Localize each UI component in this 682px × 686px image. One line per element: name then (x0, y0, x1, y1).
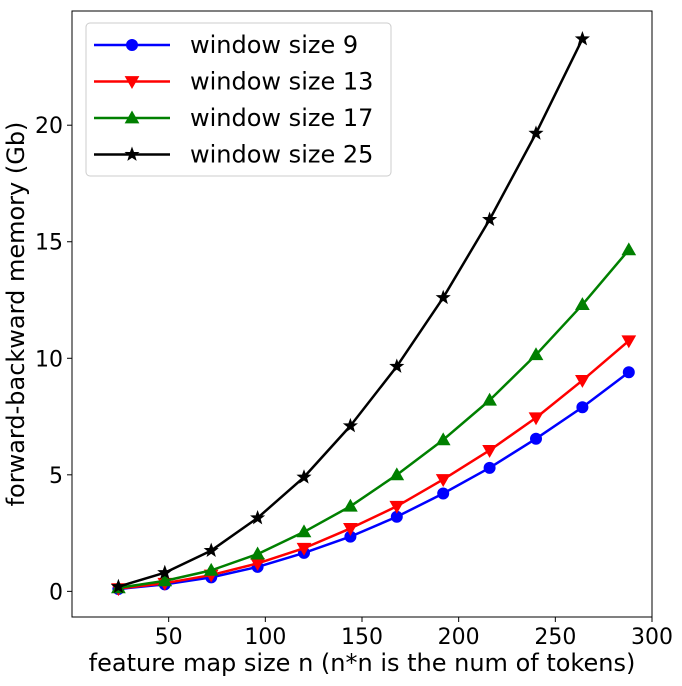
legend-item: window size 13 (94, 68, 373, 96)
data-point (389, 467, 405, 481)
y-tick-label: 0 (49, 580, 63, 605)
legend-label: window size 25 (190, 141, 373, 169)
legend-item: window size 9 (94, 31, 358, 59)
series-window-size-25 (110, 31, 590, 594)
data-point (435, 289, 451, 305)
data-point (530, 432, 542, 445)
data-point (621, 335, 637, 349)
legend-item: window size 17 (94, 104, 373, 132)
legend-item: window size 25 (94, 141, 373, 169)
x-tick-label: 50 (155, 625, 183, 650)
data-point (343, 498, 358, 512)
data-point (342, 417, 358, 433)
legend-label: window size 13 (190, 68, 373, 96)
data-point (621, 242, 637, 256)
data-point (203, 562, 219, 576)
data-point (250, 546, 265, 560)
data-point (296, 542, 312, 556)
data-point (389, 500, 405, 514)
data-point (482, 211, 498, 227)
x-tick-label: 200 (438, 625, 480, 650)
data-point (157, 564, 173, 580)
data-point (437, 487, 450, 500)
data-point (343, 523, 358, 536)
data-point (483, 461, 496, 474)
data-point (435, 432, 451, 446)
data-point (296, 469, 312, 484)
data-point (435, 474, 451, 487)
data-point (575, 297, 590, 311)
x-axis-label: feature map size n (n*n is the num of to… (89, 649, 636, 677)
x-tick-label: 100 (244, 625, 286, 650)
x-tick-label: 150 (341, 625, 383, 650)
ticks-layer: 50 100 150 200 250 300 0 5 10 15 20 (35, 114, 673, 650)
series-line (118, 249, 630, 590)
y-tick-label: 15 (35, 231, 63, 256)
legend-marker (126, 39, 138, 51)
data-point (110, 578, 126, 594)
legend-marker (124, 146, 140, 161)
legend-label: window size 9 (190, 31, 358, 59)
data-point (576, 401, 589, 414)
series-line (118, 339, 630, 590)
data-point (528, 412, 544, 426)
y-axis-label: forward-backward memory (Gb) (2, 122, 30, 507)
data-point (482, 392, 497, 406)
data-point (622, 366, 635, 379)
series-line (118, 371, 630, 591)
legend-box (85, 22, 392, 177)
series-window-size-13 (111, 335, 637, 597)
x-tick-label: 250 (534, 625, 576, 650)
series-layer (110, 31, 637, 597)
x-tick-label: 300 (631, 625, 673, 650)
data-point (203, 542, 219, 558)
y-tick-label: 20 (35, 114, 63, 139)
data-point (157, 573, 173, 587)
data-point (250, 509, 266, 525)
legend-marker (124, 76, 140, 90)
data-point (528, 347, 544, 361)
data-point (482, 444, 497, 458)
legend: window size 9 window size 13 window size 1… (85, 22, 392, 177)
data-point (574, 31, 590, 46)
data-point (575, 375, 590, 388)
data-point (528, 125, 544, 140)
data-point (389, 358, 405, 373)
data-point (296, 524, 312, 538)
y-tick-label: 10 (35, 347, 63, 372)
legend-label: window size 17 (190, 104, 373, 132)
series-window-size-17 (111, 242, 637, 594)
legend-marker (124, 110, 140, 124)
y-tick-label: 5 (49, 464, 63, 489)
